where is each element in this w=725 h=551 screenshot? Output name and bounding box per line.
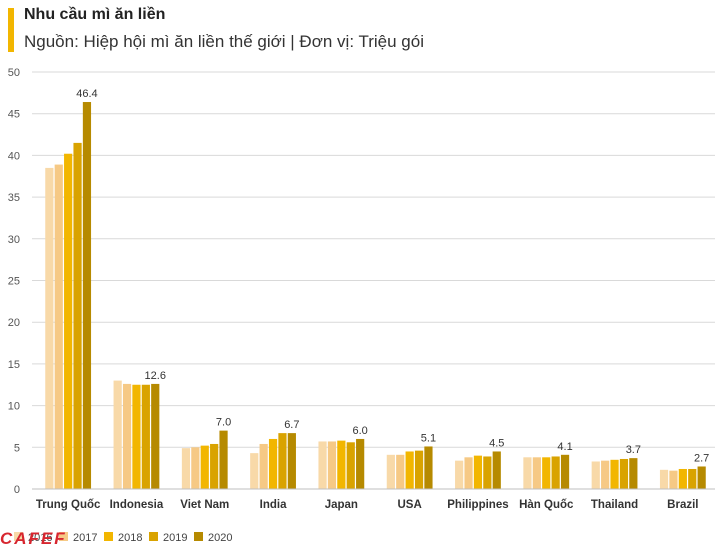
bar (688, 468, 697, 489)
data-label: 2.7 (694, 452, 709, 464)
bar (483, 456, 492, 489)
bar (414, 450, 424, 489)
bar (659, 469, 669, 489)
bar (318, 441, 327, 489)
legend-swatch (194, 532, 203, 541)
logo-text: CAFEF (0, 530, 67, 546)
chart-title: Nhu cầu mì ăn liền (24, 6, 166, 23)
bar (697, 466, 706, 489)
bar (113, 380, 122, 489)
bar (591, 461, 600, 489)
y-tick-label: 50 (8, 67, 20, 79)
y-tick-label: 25 (8, 276, 20, 288)
x-category-label: Brazil (667, 499, 698, 511)
legend-swatch (104, 532, 113, 541)
bar (122, 383, 132, 489)
bar (132, 384, 141, 489)
y-tick-label: 10 (8, 401, 20, 413)
bar (551, 456, 560, 489)
chart-subtitle: Nguồn: Hiệp hội mì ăn liền thế giới | Đơ… (24, 32, 424, 51)
bar (210, 443, 219, 489)
y-tick-label: 15 (8, 359, 20, 371)
bar (346, 442, 355, 489)
x-category-label: USA (398, 499, 422, 511)
data-label: 3.7 (626, 444, 641, 456)
data-label: 46.4 (76, 88, 97, 100)
bar (619, 458, 629, 489)
bar (278, 433, 287, 489)
cafef-logo: CAFEF (0, 530, 67, 546)
bar (473, 455, 483, 489)
bar (396, 454, 405, 489)
bar (523, 457, 532, 489)
bar (141, 384, 150, 489)
data-label: 6.0 (353, 425, 368, 437)
data-label: 12.6 (145, 370, 166, 382)
legend-label: 2017 (73, 532, 97, 544)
bar (151, 383, 160, 489)
y-tick-label: 40 (8, 150, 20, 162)
bar (678, 468, 687, 489)
bar (464, 457, 473, 489)
bar (82, 102, 92, 490)
y-tick-label: 45 (8, 109, 20, 121)
data-label: 7.0 (216, 417, 231, 429)
title-accent-bar (8, 8, 14, 52)
bar (181, 448, 191, 489)
bar (45, 167, 54, 489)
legend-label: 2016 (28, 532, 52, 544)
x-category-label: Hàn Quốc (519, 499, 574, 511)
y-tick-label: 35 (8, 192, 20, 204)
bar (191, 447, 200, 489)
data-label: 4.1 (557, 441, 572, 453)
bar (629, 458, 638, 489)
bar (601, 460, 610, 489)
bar (405, 451, 414, 489)
bar (250, 453, 259, 489)
bar (73, 142, 82, 489)
x-category-label: Japan (325, 499, 358, 511)
legend-swatch (149, 532, 158, 541)
data-label: 5.1 (421, 432, 436, 444)
bar (54, 164, 63, 489)
bar (200, 445, 209, 489)
bar (386, 454, 395, 489)
x-category-label: Philippines (447, 499, 508, 511)
y-tick-label: 20 (8, 317, 20, 329)
x-category-label: Viet Nam (180, 499, 229, 511)
bar (492, 451, 501, 489)
legend-label: 2019 (163, 532, 187, 544)
bar (219, 430, 228, 489)
bar (669, 470, 678, 489)
bar (327, 441, 337, 489)
bar (268, 438, 278, 489)
legend-label: 2018 (118, 532, 142, 544)
bar (337, 440, 346, 489)
bar (532, 457, 541, 489)
bar (560, 454, 570, 489)
bar (610, 459, 619, 489)
y-tick-label: 30 (8, 234, 20, 246)
bar (455, 460, 464, 489)
x-category-label: Indonesia (110, 499, 164, 511)
y-tick-label: 5 (14, 442, 20, 454)
legend-label: 2020 (208, 532, 232, 544)
legend-swatch (59, 532, 68, 541)
bar (64, 153, 73, 489)
bar (424, 446, 433, 489)
legend-swatch (14, 532, 23, 541)
data-label: 6.7 (284, 419, 299, 431)
bar (287, 433, 296, 489)
bar (542, 457, 551, 489)
data-label: 4.5 (489, 437, 504, 449)
bar (356, 438, 365, 489)
x-category-label: Thailand (591, 499, 638, 511)
x-category-label: India (260, 499, 287, 511)
x-category-label: Trung Quốc (36, 499, 101, 511)
bar (259, 443, 268, 489)
y-tick-label: 0 (14, 484, 20, 496)
